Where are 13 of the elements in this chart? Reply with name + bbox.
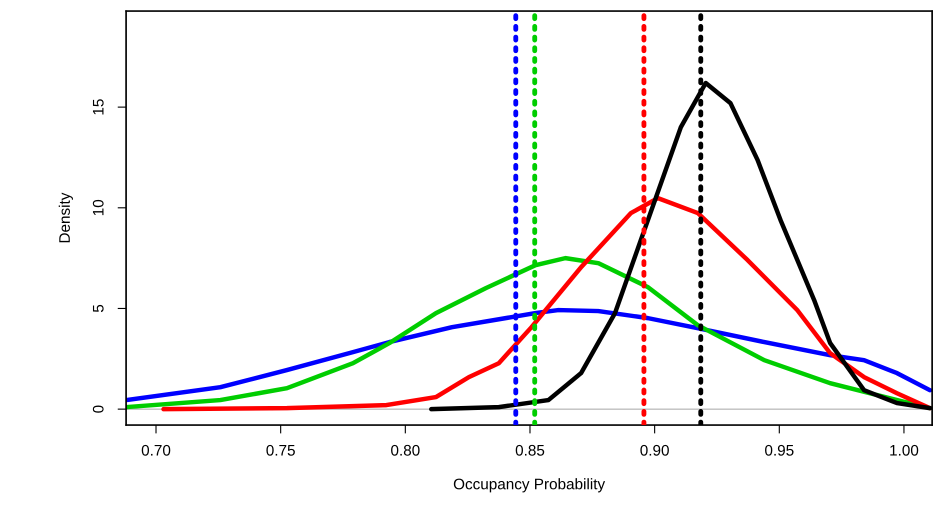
y-tick-label: 10 xyxy=(92,200,104,216)
y-tick-label: 0 xyxy=(92,405,104,413)
x-tick-label: 0.80 xyxy=(391,444,420,456)
y-tick-label: 5 xyxy=(92,304,104,312)
y-tick-label: 15 xyxy=(92,99,104,114)
x-tick-label: 0.75 xyxy=(266,444,295,456)
x-tick-label: 0.70 xyxy=(142,444,170,456)
x-tick-label: 0.85 xyxy=(516,444,544,456)
x-tick-label: 1.00 xyxy=(890,444,918,456)
x-tick-label: 0.90 xyxy=(640,444,669,456)
x-axis-title: Occupancy Probability xyxy=(454,478,606,492)
y-axis-title: Density xyxy=(58,192,73,242)
x-tick-label: 0.95 xyxy=(765,444,794,456)
